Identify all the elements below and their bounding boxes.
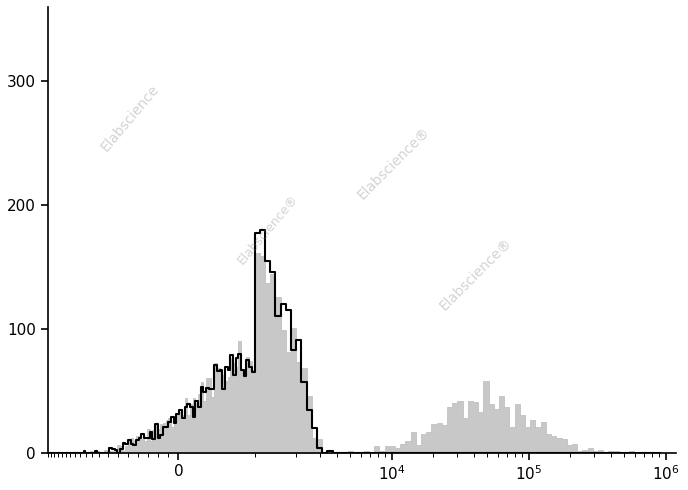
Text: Elabscience: Elabscience (98, 82, 161, 154)
Text: Elabscience®: Elabscience® (354, 124, 432, 202)
Text: Elabscience®: Elabscience® (436, 235, 514, 313)
Text: Elabscience®: Elabscience® (235, 192, 301, 267)
